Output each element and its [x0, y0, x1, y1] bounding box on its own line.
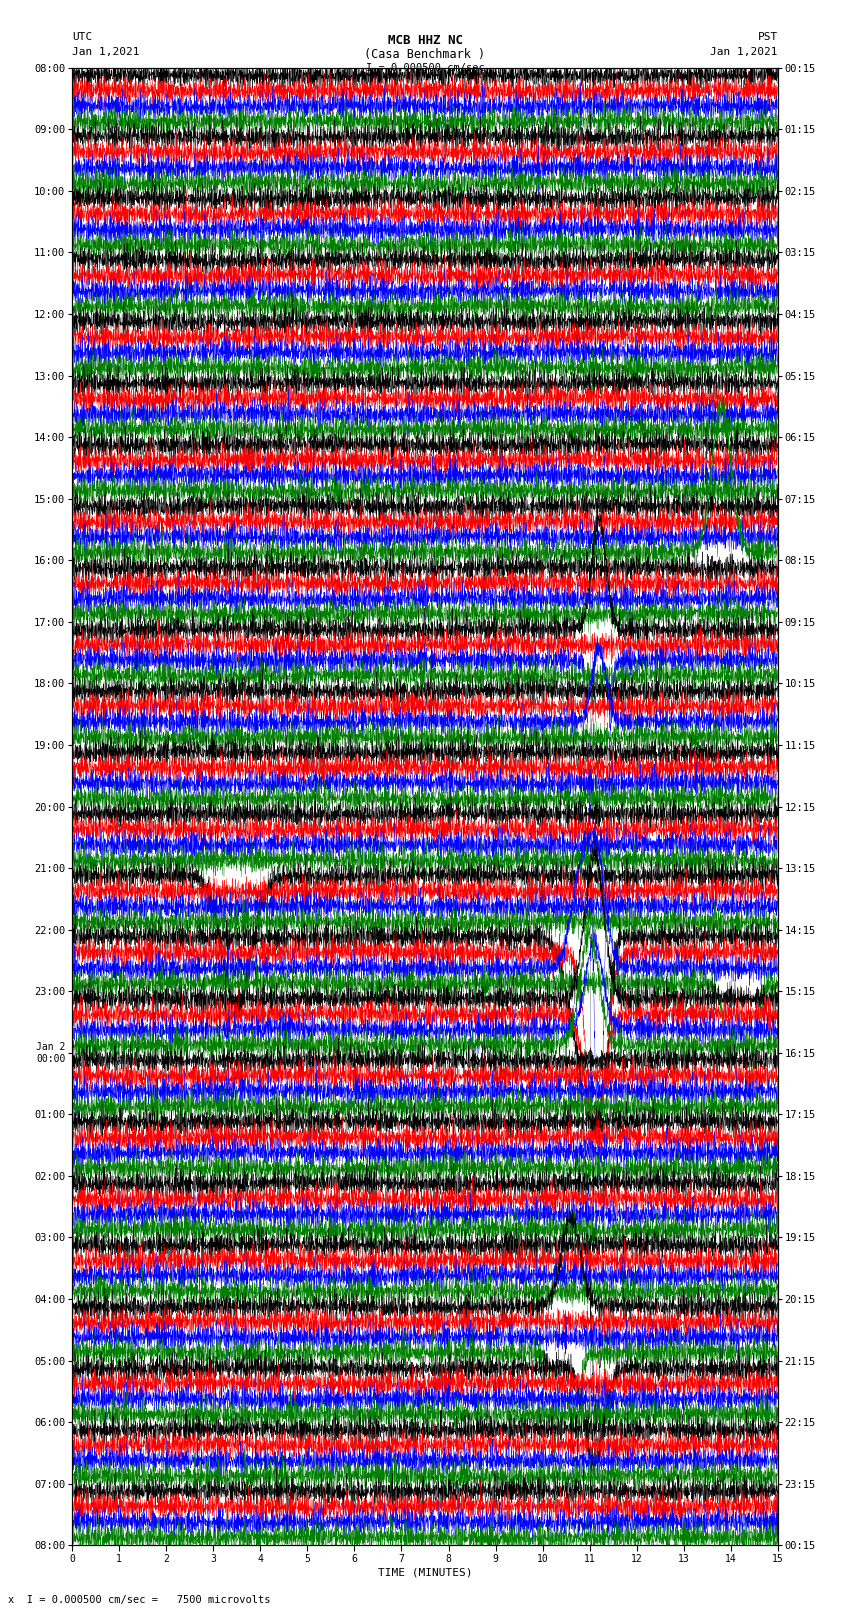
Text: I = 0.000500 cm/sec: I = 0.000500 cm/sec [366, 63, 484, 73]
X-axis label: TIME (MINUTES): TIME (MINUTES) [377, 1568, 473, 1578]
Text: Jan 1,2021: Jan 1,2021 [72, 47, 139, 56]
Text: PST: PST [757, 32, 778, 42]
Text: (Casa Benchmark ): (Casa Benchmark ) [365, 48, 485, 61]
Text: Jan 2
00:00: Jan 2 00:00 [36, 1042, 65, 1063]
Text: MCB HHZ NC: MCB HHZ NC [388, 34, 462, 47]
Text: x  I = 0.000500 cm/sec =   7500 microvolts: x I = 0.000500 cm/sec = 7500 microvolts [8, 1595, 271, 1605]
Text: UTC: UTC [72, 32, 93, 42]
Text: Jan 1,2021: Jan 1,2021 [711, 47, 778, 56]
